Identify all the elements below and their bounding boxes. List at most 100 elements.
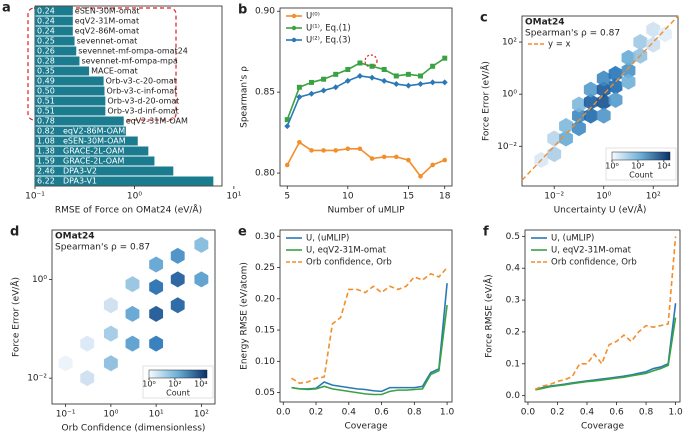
marker: [296, 84, 302, 90]
panel-label: b: [238, 3, 247, 18]
x-tick-label: 10²: [194, 410, 209, 420]
colorbar-tick-label: 10⁴: [194, 380, 207, 389]
x-tick-label: 10⁰: [103, 410, 118, 420]
hex-cell: [194, 271, 209, 288]
legend-label: U, eqV2-31M-omat: [306, 246, 387, 256]
hex-cell: [547, 130, 562, 147]
panel-label: d: [10, 225, 19, 240]
marker: [393, 154, 399, 160]
marker: [357, 146, 363, 152]
series-line: [535, 236, 677, 390]
y-tick-label: 0.4: [506, 264, 521, 274]
legend-marker: [291, 13, 297, 19]
bar-value-label: 0.49: [37, 77, 55, 86]
x-axis-label: Number of uMLIP: [327, 206, 405, 216]
bar-category-label: Orb-v3-d-20-omat: [107, 97, 179, 106]
marker: [369, 63, 375, 69]
series-line: [291, 304, 448, 396]
x-tick-label: 0.2: [309, 408, 323, 418]
marker: [345, 66, 351, 72]
hex-cell: [125, 335, 140, 352]
bar-value-label: 0.78: [37, 117, 55, 126]
hex-cell: [646, 21, 661, 38]
hex-cell: [170, 297, 185, 314]
legend-label: Orb confidence, Orb: [551, 258, 637, 268]
bar-value-label: 0.24: [37, 27, 55, 36]
marker: [356, 72, 363, 79]
hex-cell: [633, 34, 648, 51]
bar: [35, 56, 80, 66]
plot-frame: [34, 5, 223, 187]
bar-category-label: GRACE-2L-OAM: [63, 157, 124, 166]
x-tick-label: 0.6: [609, 408, 624, 418]
x-axis-label: Orb Confidence (dimensionless): [62, 424, 206, 434]
series-line: [286, 57, 446, 120]
panel-label: e: [238, 225, 247, 240]
legend-marker: [291, 25, 297, 31]
bar: [35, 146, 149, 156]
marker: [418, 173, 423, 179]
y-tick-label: 0.0: [506, 391, 521, 401]
bar-category-label: eqV2-31M-OAM: [126, 117, 188, 126]
y-tick-label: 10⁻²: [497, 142, 517, 152]
marker: [369, 74, 376, 81]
y-axis-label: Force Error (eV/Å): [10, 277, 22, 357]
plot-frame: [279, 7, 453, 187]
y-tick-label: 0.5: [506, 232, 520, 242]
hex-cell: [583, 81, 598, 98]
y-tick-label: 0.85: [255, 88, 275, 98]
hex-cell: [103, 297, 118, 314]
hex-cell: [596, 81, 611, 98]
x-tick-label: 18: [439, 192, 451, 202]
hex-cell: [583, 94, 598, 111]
hex-cell: [608, 91, 623, 108]
x-tick-label: 0.4: [580, 408, 595, 418]
y-axis-label: Force Error (eV/Å): [480, 61, 492, 141]
bar: [35, 66, 90, 76]
bar-category-label: eSEN-30M-OAM: [63, 137, 126, 146]
hex-cell: [149, 279, 164, 296]
hex-cell: [58, 355, 73, 372]
hex-cell: [125, 276, 140, 293]
hex-cell: [646, 36, 661, 53]
marker: [441, 79, 448, 86]
marker: [405, 82, 412, 89]
bar-value-label: 0.82: [37, 127, 55, 136]
y-tick-label: 10⁰: [502, 90, 517, 100]
bar-category-label: GRACE-2L-OAM: [63, 147, 124, 156]
bar: [35, 86, 105, 96]
hex-cell: [149, 256, 164, 273]
x-axis-label: RMSE of Force on OMat24 (eV/Å): [55, 204, 202, 216]
hex-cell: [608, 65, 623, 82]
hex-cell: [80, 370, 95, 387]
plot-frame: [524, 229, 681, 403]
marker: [417, 81, 424, 88]
colorbar: [148, 369, 208, 379]
legend-label: U⁽²⁾, Eq.(3): [306, 36, 351, 46]
bar-category-label: sevennet-mf-ompa-omat24: [78, 47, 188, 56]
x-tick-label: 15: [403, 192, 414, 202]
y-tick-label: 0.10: [255, 357, 275, 367]
marker: [418, 73, 424, 79]
bar: [35, 96, 106, 106]
plot-frame: [521, 15, 679, 187]
bar-category-label: Orb-v3-d-inf-omat: [107, 107, 178, 116]
x-tick-label: 10⁻²: [544, 192, 564, 202]
bar: [35, 106, 106, 116]
hex-cell: [194, 236, 209, 253]
hex-cell: [103, 355, 118, 372]
bar-category-label: MACE-omat: [91, 67, 138, 76]
bar-value-label: 1.08: [37, 137, 55, 146]
marker: [284, 123, 291, 130]
bar-value-label: 6.22: [37, 177, 55, 186]
panel-label: a: [2, 1, 11, 16]
y-tick-label: 0.20: [255, 294, 275, 304]
hex-cell: [80, 335, 95, 352]
x-tick-label: 0.0: [276, 408, 291, 418]
y-tick-label: 0.25: [255, 263, 275, 273]
legend-label: U, eqV2-31M-omat: [551, 246, 632, 256]
marker: [357, 60, 363, 66]
y-tick-label: 0.2: [506, 327, 520, 337]
x-tick-label: 10¹: [149, 410, 164, 420]
legend-label: U, (uMLIP): [306, 234, 349, 244]
